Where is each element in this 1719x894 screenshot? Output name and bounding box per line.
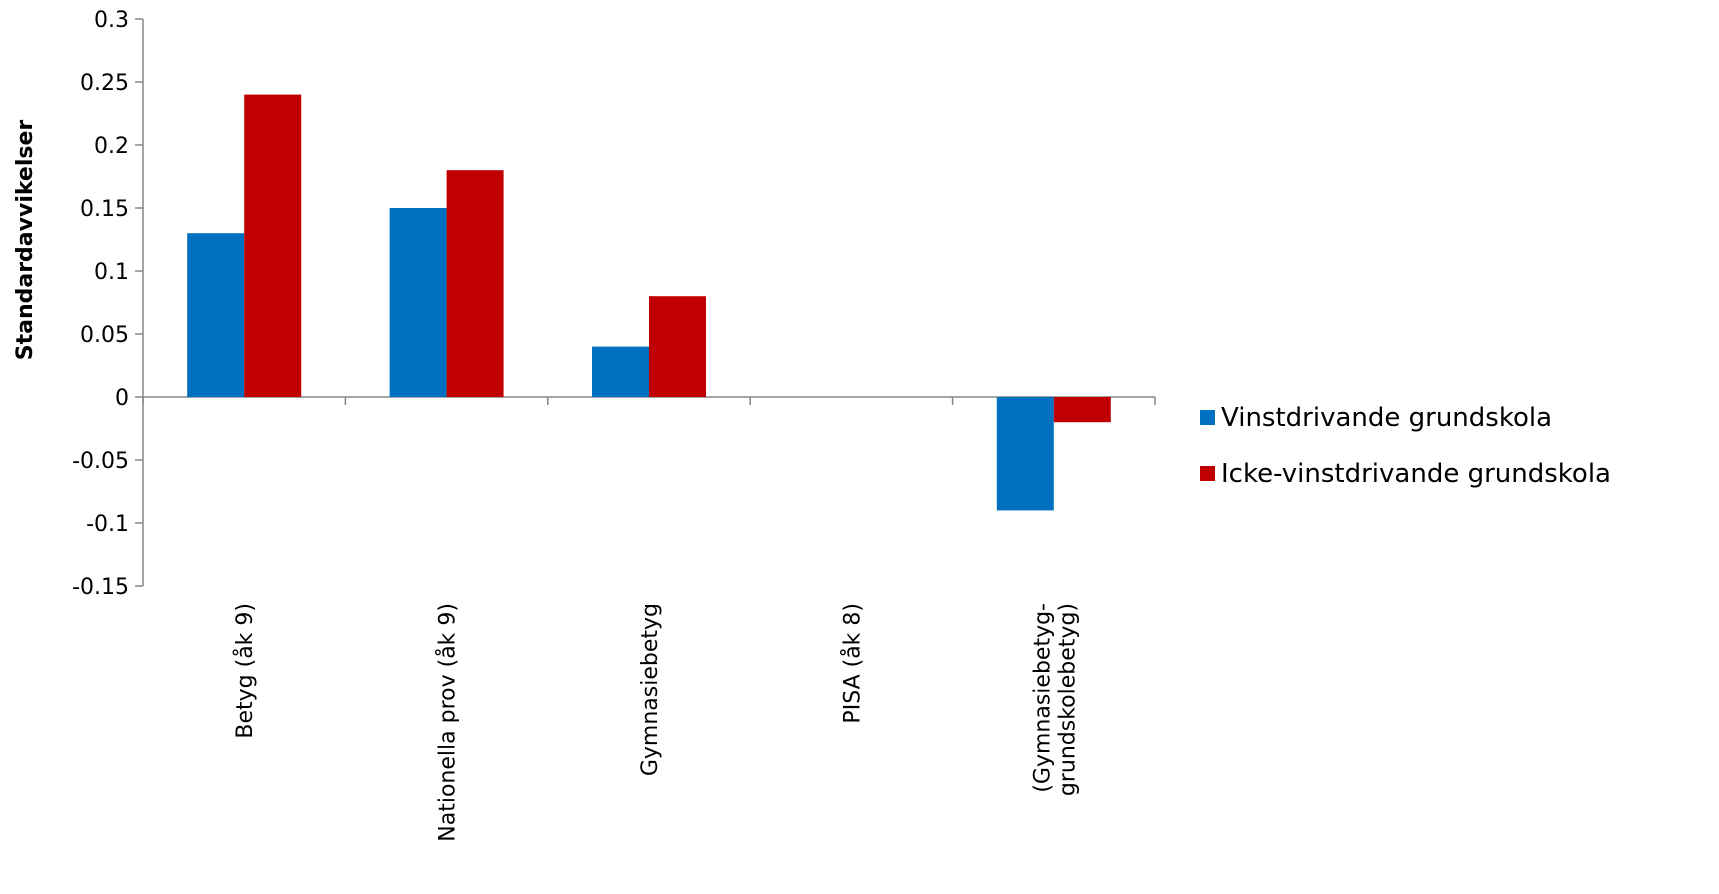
y-tick-label: 0.3 xyxy=(94,8,129,33)
legend-swatch xyxy=(1200,466,1215,481)
bar xyxy=(1053,397,1111,423)
x-category-label-line: Nationella prov (åk 9) xyxy=(435,603,461,842)
x-category-label: (Gymnasiebetyg-grundskolebetyg) xyxy=(1030,603,1080,796)
x-category-label: Nationella prov (åk 9) xyxy=(435,603,461,842)
x-category-label: Betyg (åk 9) xyxy=(232,603,258,739)
bar xyxy=(446,170,504,397)
y-tick-label: 0.1 xyxy=(94,260,129,285)
x-category-label: PISA (åk 8) xyxy=(839,603,865,724)
y-tick-label: 0.05 xyxy=(80,323,129,348)
bar xyxy=(187,233,245,397)
x-category-label-line: Gymnasiebetyg xyxy=(638,603,663,776)
x-category-label-line: PISA (åk 8) xyxy=(839,603,865,724)
bar xyxy=(244,94,302,397)
x-category-label-line: (Gymnasiebetyg- xyxy=(1030,603,1055,793)
bar xyxy=(649,296,706,397)
y-tick-label: -0.15 xyxy=(72,575,129,600)
bar xyxy=(389,208,447,397)
y-tick-label: 0.2 xyxy=(94,134,129,159)
y-tick-label: -0.05 xyxy=(72,449,129,474)
y-tick-label: 0.25 xyxy=(80,71,129,96)
bar xyxy=(592,346,649,397)
y-tick-label: 0 xyxy=(115,386,129,411)
legend-label: Icke-vinstdrivande grundskola xyxy=(1221,459,1611,489)
y-tick-label: -0.1 xyxy=(86,512,129,537)
legend-swatch xyxy=(1200,410,1215,425)
y-axis-label: Standardavvikelser xyxy=(13,120,38,361)
y-tick-label: 0.15 xyxy=(80,197,129,222)
bar xyxy=(996,397,1054,511)
x-category-label: Gymnasiebetyg xyxy=(638,603,663,776)
legend-label: Vinstdrivande grundskola xyxy=(1221,403,1552,433)
x-category-label-line: grundskolebetyg) xyxy=(1055,603,1080,796)
x-category-label-line: Betyg (åk 9) xyxy=(232,603,258,739)
